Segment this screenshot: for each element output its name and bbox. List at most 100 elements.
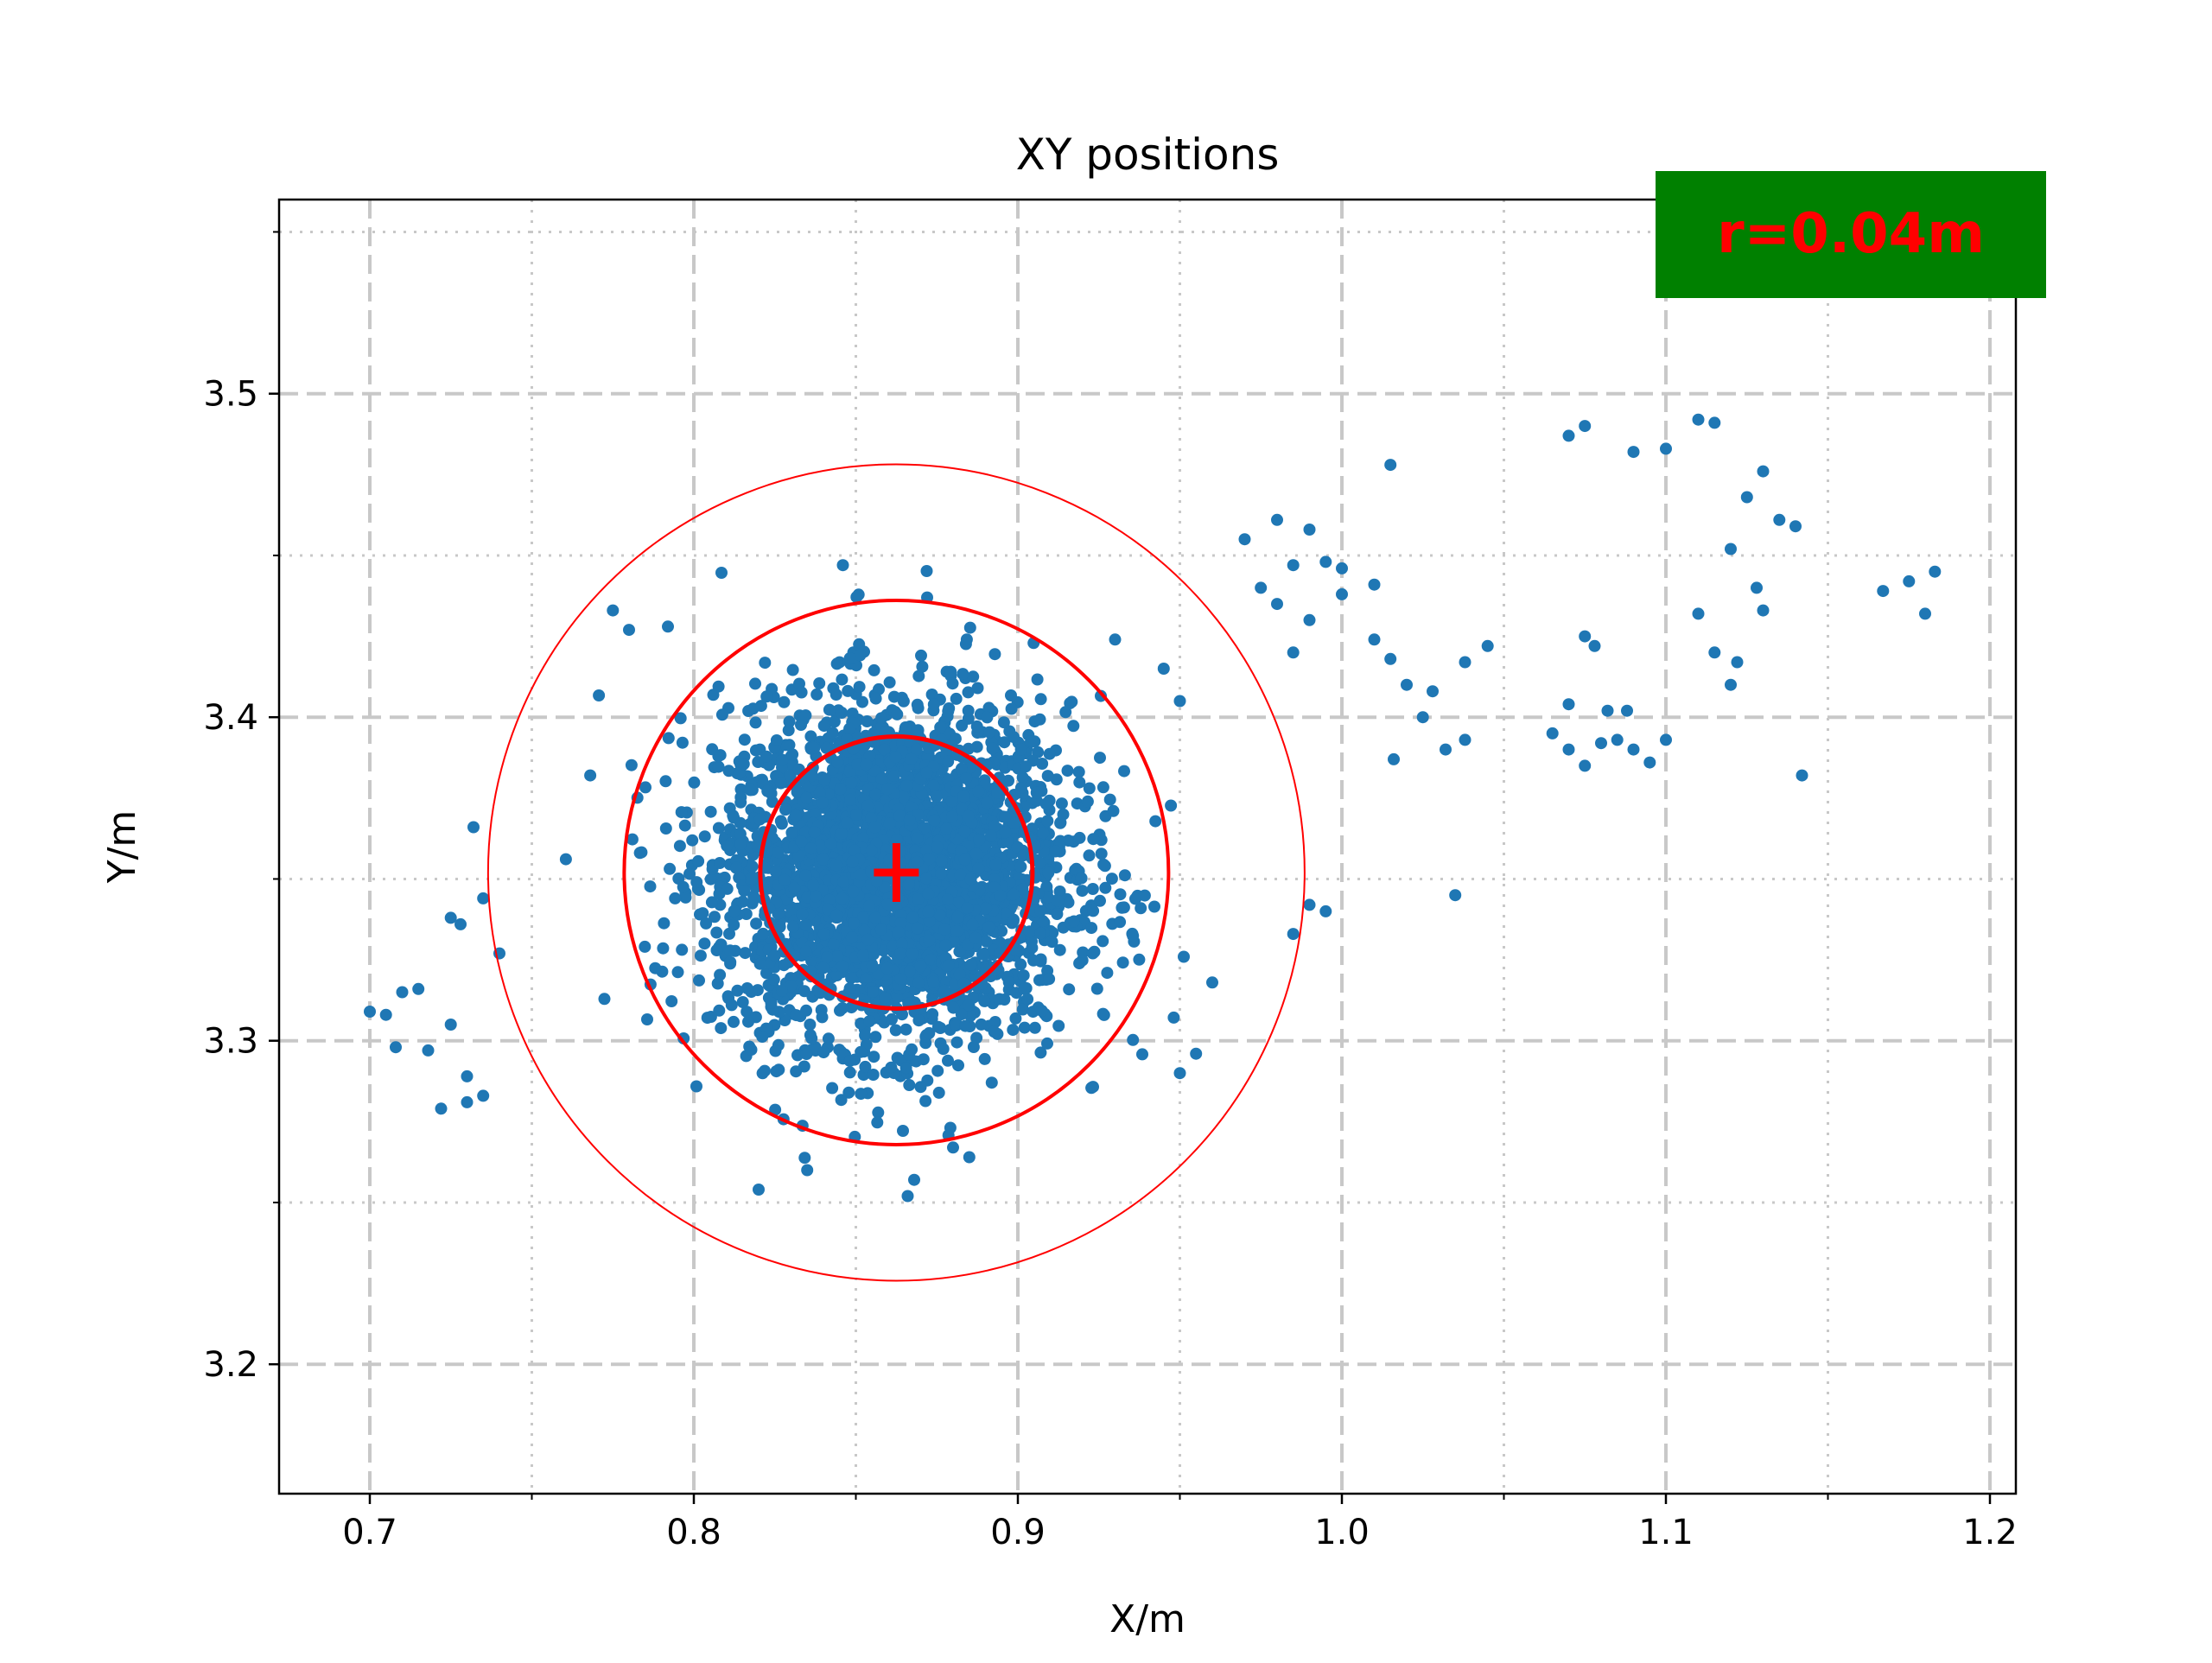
- scatter-point: [1039, 797, 1052, 810]
- scatter-point: [810, 688, 823, 701]
- scatter-point: [883, 817, 896, 830]
- scatter-point: [677, 880, 690, 893]
- scatter-point: [828, 715, 841, 728]
- scatter-point-outlier: [963, 1151, 976, 1164]
- scatter-point: [1098, 860, 1111, 873]
- scatter-point: [863, 1015, 876, 1028]
- scatter-point: [894, 947, 906, 960]
- scatter-point: [714, 749, 727, 762]
- scatter-point: [1103, 793, 1116, 806]
- scatter-point: [955, 762, 968, 775]
- scatter-point: [874, 923, 887, 936]
- scatter-point: [882, 854, 895, 866]
- scatter-point: [749, 716, 762, 729]
- scatter-point-outlier: [477, 892, 490, 904]
- scatter-point: [817, 720, 830, 733]
- scatter-point: [598, 993, 611, 1006]
- x-tick-label: 0.8: [666, 1513, 721, 1552]
- scatter-point: [897, 790, 910, 803]
- scatter-point: [800, 791, 813, 804]
- scatter-point: [1090, 982, 1103, 995]
- scatter-point: [826, 1082, 839, 1095]
- scatter-point: [895, 937, 908, 950]
- scatter-point: [972, 862, 985, 875]
- scatter-point: [779, 739, 792, 752]
- scatter-point: [804, 730, 817, 743]
- scatter-point: [999, 907, 1012, 920]
- scatter-point-outlier: [1579, 759, 1592, 772]
- scatter-point: [1116, 956, 1129, 969]
- scatter-point: [871, 1116, 884, 1129]
- scatter-point-outlier: [435, 1102, 448, 1115]
- scatter-point: [1017, 969, 1030, 982]
- scatter-point: [1094, 894, 1106, 907]
- scatter-point: [950, 1019, 963, 1031]
- scatter-point: [683, 867, 696, 880]
- scatter-point: [821, 951, 834, 964]
- scatter-point: [824, 837, 837, 850]
- scatter-point: [845, 1001, 858, 1014]
- scatter-point: [867, 986, 879, 998]
- scatter-point: [1026, 942, 1039, 955]
- scatter-point: [939, 939, 952, 952]
- scatter-point-outlier: [1384, 459, 1397, 472]
- axis-ticks: 0.7 0.8 0.9 1.0 1.1 1.2 3.2 3.3 3.4 3.5: [203, 231, 2018, 1552]
- scatter-point-outlier: [1287, 928, 1300, 941]
- scatter-point: [906, 1043, 918, 1056]
- scatter-point: [715, 708, 728, 721]
- scatter-point-outlier: [379, 1008, 392, 1021]
- scatter-point: [1007, 1024, 1020, 1037]
- scatter-point: [917, 1053, 930, 1066]
- scatter-point: [1036, 915, 1049, 928]
- scatter-point: [1081, 795, 1094, 808]
- scatter-point: [1095, 847, 1108, 860]
- scatter-point-outlier: [1238, 533, 1251, 546]
- scatter-point: [1049, 845, 1062, 858]
- scatter-point: [1118, 765, 1130, 778]
- scatter-point: [823, 893, 836, 906]
- scatter-point: [714, 857, 726, 869]
- scatter-point-outlier: [444, 911, 457, 924]
- scatter-point: [757, 927, 770, 940]
- scatter-point: [836, 960, 849, 973]
- radius-circles: [486, 463, 1306, 1282]
- scatter-point: [779, 873, 791, 886]
- scatter-point: [841, 816, 854, 829]
- scatter-point: [736, 996, 749, 1008]
- scatter-point-outlier: [1173, 1067, 1186, 1080]
- scatter-point: [1041, 1037, 1053, 1050]
- scatter-point: [982, 701, 995, 714]
- scatter-point: [889, 1024, 902, 1037]
- scatter-point: [749, 744, 762, 757]
- scatter-point-outlier: [947, 1141, 959, 1154]
- scatter-point-outlier: [444, 1019, 457, 1031]
- scatter-point: [731, 984, 744, 997]
- scatter-point: [1027, 1006, 1039, 1019]
- scatter-point-outlier: [1562, 429, 1575, 442]
- scatter-point-outlier: [1287, 646, 1300, 659]
- scatter-point: [826, 727, 839, 739]
- scatter-point: [903, 1079, 916, 1091]
- plot-frame: [277, 198, 2018, 1495]
- scatter-point-outlier: [1303, 613, 1316, 626]
- scatter-point-outlier: [1401, 678, 1413, 691]
- scatter-point: [831, 756, 844, 769]
- scatter-point: [593, 689, 606, 701]
- x-tick-label: 1.0: [1314, 1513, 1370, 1552]
- scatter-point: [807, 879, 820, 892]
- scatter-point: [883, 676, 896, 689]
- scatter-point: [1061, 765, 1074, 778]
- scatter-point-outlier: [1611, 733, 1624, 746]
- scatter-point: [846, 931, 858, 944]
- scatter-point: [728, 811, 741, 824]
- scatter-point: [1033, 713, 1046, 726]
- scatter-point-outlier: [1562, 743, 1575, 756]
- scatter-point: [704, 805, 717, 818]
- scatter-point-outlier: [1643, 756, 1656, 769]
- scatter-point: [1094, 752, 1106, 765]
- scatter-point: [926, 1008, 939, 1020]
- scatter-point: [952, 896, 965, 909]
- scatter-point-outlier: [1725, 543, 1737, 555]
- scatter-point: [738, 885, 751, 897]
- scatter-point: [1105, 873, 1118, 885]
